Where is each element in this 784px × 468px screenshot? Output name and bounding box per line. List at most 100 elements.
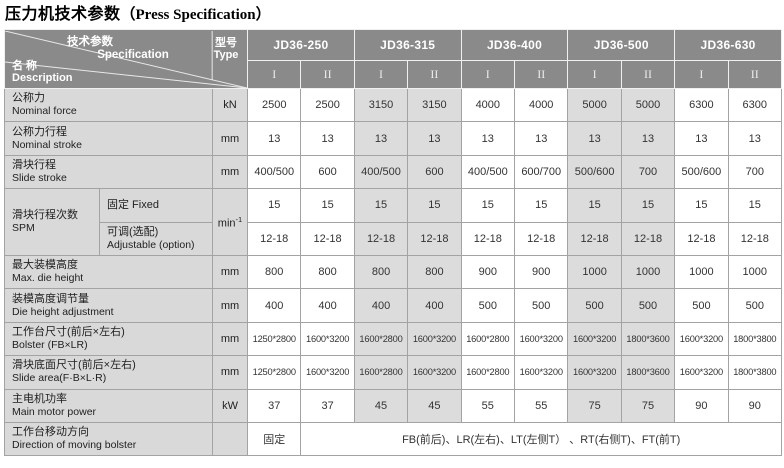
data-cell: 13 bbox=[567, 121, 622, 156]
data-cell: 3150 bbox=[407, 87, 462, 123]
data-cell: 37 bbox=[247, 388, 302, 423]
row-label-zh: 滑块行程 bbox=[12, 158, 56, 171]
data-cell: 600 bbox=[300, 154, 355, 190]
unit-superscript: -1 bbox=[235, 214, 243, 224]
row-label-en: Nominal force bbox=[12, 105, 77, 118]
unit-cell: min-1 bbox=[211, 188, 249, 256]
unit-cell: mm bbox=[211, 355, 249, 390]
directions-cell: FB(前后)、LR(左右)、LT(左侧T） 、RT(右侧T)、FT(前T) bbox=[300, 421, 782, 457]
model-header-jd36-500: JD36-500 bbox=[567, 29, 676, 61]
data-cell: 12-18 bbox=[300, 221, 355, 256]
data-cell: 400 bbox=[300, 288, 355, 323]
data-cell: 13 bbox=[407, 121, 462, 156]
model-header-jd36-315: JD36-315 bbox=[353, 29, 462, 61]
fixed-cell: 固定 bbox=[247, 421, 302, 457]
header-name-label: 名 称 Description bbox=[12, 60, 73, 85]
data-cell: 1600*3200 bbox=[674, 355, 729, 390]
header-row-models: 技术参数 Specification 型号 Type 名 称 Descripti… bbox=[3, 29, 782, 89]
data-cell: 12-18 bbox=[460, 221, 516, 256]
unit-cell: kW bbox=[211, 388, 249, 423]
data-cell: 12-18 bbox=[513, 221, 569, 256]
data-cell: 500/600 bbox=[567, 154, 622, 190]
sub-label-zh: 可调(选配) bbox=[107, 225, 159, 238]
header-row-variants: I II I II I II I II I II bbox=[5, 60, 783, 89]
data-cell: 1600*2800 bbox=[353, 321, 409, 357]
data-cell: 400/500 bbox=[460, 154, 516, 190]
data-cell: 15 bbox=[513, 188, 569, 223]
row-label-zh: 装模高度调节量 bbox=[12, 292, 89, 305]
row-label-en: Slide area(F·B×L·R) bbox=[12, 372, 107, 385]
header-corner-cell: 技术参数 Specification 型号 Type 名 称 Descripti… bbox=[3, 29, 249, 89]
data-cell: 400 bbox=[247, 288, 302, 323]
data-cell: 400/500 bbox=[247, 154, 302, 190]
data-cell: 12-18 bbox=[567, 221, 622, 256]
data-cell: 400 bbox=[407, 288, 462, 323]
data-cell: 900 bbox=[513, 254, 569, 290]
page-title-zh: 压力机技术参数 bbox=[5, 6, 121, 23]
row-spm-adjustable: 可调(选配) Adjustable (option) 12-18 12-18 1… bbox=[5, 221, 783, 256]
data-cell: 2500 bbox=[300, 87, 355, 123]
data-cell: 1600*3200 bbox=[567, 355, 622, 390]
data-cell: 600 bbox=[407, 154, 462, 190]
data-cell: 500 bbox=[674, 288, 729, 323]
model-header-jd36-630: JD36-630 bbox=[674, 29, 782, 61]
data-cell: 45 bbox=[353, 388, 409, 423]
row-label-en: SPM bbox=[12, 222, 35, 235]
unit-cell: mm bbox=[211, 254, 249, 290]
row-label-en: Max. die height bbox=[12, 272, 84, 285]
data-cell: 15 bbox=[460, 188, 516, 223]
row-label-zh: 工作台尺寸(前后×左右) bbox=[12, 325, 125, 338]
data-cell: 45 bbox=[407, 388, 462, 423]
data-cell: 500 bbox=[513, 288, 569, 323]
data-cell: 500 bbox=[460, 288, 516, 323]
data-cell: 75 bbox=[620, 388, 676, 423]
row-bolster-size: 工作台尺寸(前后×左右) Bolster (FB×LR) mm 1250*280… bbox=[4, 321, 783, 357]
unit-cell bbox=[211, 421, 249, 457]
row-label-zh: 滑块行程次数 bbox=[12, 209, 78, 222]
row-label: 最大装模高度 Max. die height bbox=[4, 254, 213, 290]
row-main-motor-power: 主电机功率 Main motor power kW 37 37 45 45 55… bbox=[4, 388, 783, 423]
data-cell: 55 bbox=[513, 388, 569, 423]
data-cell: 1600*2800 bbox=[460, 321, 516, 357]
data-cell: 800 bbox=[247, 254, 302, 290]
row-label-zh: 工作台移动方向 bbox=[12, 426, 89, 439]
header-spec-label-en: Specification bbox=[97, 48, 169, 61]
row-slide-stroke: 滑块行程 Slide stroke mm 400/500 600 400/500… bbox=[4, 154, 783, 190]
row-moving-bolster-direction: 工作台移动方向 Direction of moving bolster 固定 F… bbox=[4, 421, 782, 457]
data-cell: 1000 bbox=[620, 254, 676, 290]
data-cell: 13 bbox=[674, 121, 729, 156]
row-label-en: Nominal stroke bbox=[12, 138, 83, 151]
row-label: 滑块行程 Slide stroke bbox=[4, 154, 213, 190]
page: 压力机技术参数（Press Specification） 技术参数 Spec bbox=[3, 6, 783, 457]
data-cell: 15 bbox=[407, 188, 462, 223]
data-cell: 800 bbox=[300, 254, 355, 290]
data-cell: 37 bbox=[300, 388, 355, 423]
variant-header: II bbox=[620, 60, 676, 89]
header-type-label: 型号 Type bbox=[201, 37, 247, 62]
data-cell: 15 bbox=[300, 188, 355, 223]
data-cell: 900 bbox=[460, 254, 516, 290]
data-cell: 5000 bbox=[567, 87, 622, 123]
data-cell: 12-18 bbox=[407, 221, 462, 256]
data-cell: 5000 bbox=[620, 87, 676, 123]
data-cell: 12-18 bbox=[727, 221, 783, 256]
data-cell: 15 bbox=[567, 188, 622, 223]
variant-header: I bbox=[247, 60, 302, 89]
header-name-en: Description bbox=[12, 72, 73, 84]
sub-label-en: Adjustable (option) bbox=[107, 238, 195, 251]
variant-header: II bbox=[513, 60, 569, 89]
data-cell: 1250*2800 bbox=[247, 321, 302, 357]
row-label-en: Direction of moving bolster bbox=[12, 439, 137, 452]
row-max-die-height: 最大装模高度 Max. die height mm 800 800 800 80… bbox=[4, 254, 783, 290]
unit-cell: mm bbox=[211, 154, 249, 190]
row-label: 工作台移动方向 Direction of moving bolster bbox=[4, 421, 213, 457]
row-nominal-force: 公称力 Nominal force kN 2500 2500 3150 3150… bbox=[4, 87, 783, 123]
data-cell: 500 bbox=[567, 288, 622, 323]
data-cell: 2500 bbox=[247, 87, 302, 123]
row-nominal-stroke: 公称力行程 Nominal stroke mm 13 13 13 13 13 1… bbox=[4, 121, 783, 156]
header-corner-wrap: 技术参数 Specification 型号 Type 名 称 Descripti… bbox=[5, 30, 248, 88]
data-cell: 1800*3800 bbox=[727, 321, 783, 357]
data-cell: 1600*3200 bbox=[513, 321, 569, 357]
header-spec-label-zh: 技术参数 bbox=[67, 35, 113, 48]
data-cell: 13 bbox=[460, 121, 516, 156]
